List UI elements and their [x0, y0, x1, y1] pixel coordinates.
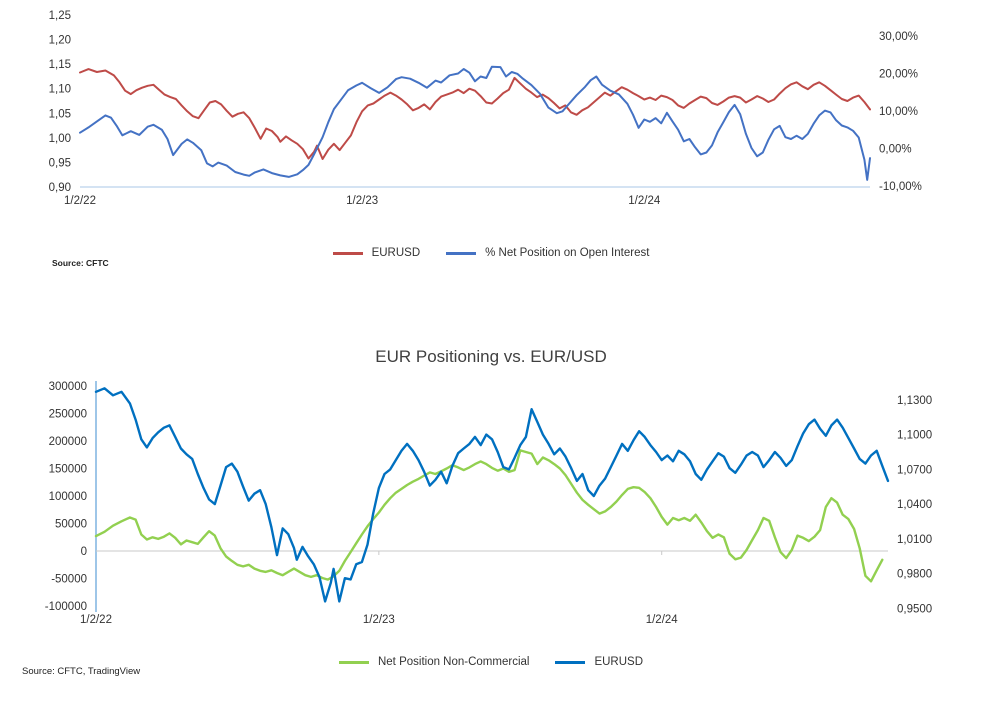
series-line [94, 449, 884, 583]
legend-label: EURUSD [371, 247, 421, 259]
source-note-bottom: Source: CFTC, TradingView [22, 666, 141, 677]
left-axis-tick-label: 1,10 [49, 84, 71, 96]
x-axis-tick-label: 1/2/23 [346, 195, 378, 207]
left-axis-tick-label: 1,05 [49, 108, 71, 120]
right-axis-tick-label: 1,1300 [897, 395, 932, 407]
legend-swatch [555, 660, 586, 664]
right-axis-tick-label: 0,00% [879, 143, 912, 155]
left-axis-tick-label: 100000 [49, 491, 87, 503]
legend-item: Net Position Non-Commercial [338, 656, 530, 668]
legend-swatch [332, 251, 363, 255]
left-axis-tick-label: 1,25 [49, 10, 71, 22]
left-axis-tick-label: 200000 [49, 436, 87, 448]
left-axis-tick-label: 0,95 [49, 157, 71, 169]
x-axis-tick-label: 1/2/23 [363, 614, 395, 626]
right-axis-tick-label: 1,0100 [897, 534, 932, 546]
left-axis-tick-label: -100000 [45, 601, 87, 613]
legend-item: EURUSD [555, 656, 643, 668]
legend-swatch [446, 251, 477, 255]
left-axis-tick-label: 0 [81, 546, 87, 558]
x-axis-tick-label: 1/2/22 [80, 614, 112, 626]
legend-label: Net Position Non-Commercial [377, 656, 530, 668]
chart-title: EUR Positioning vs. EUR/USD [375, 347, 607, 366]
source-note-top: Source: CFTC [52, 258, 109, 268]
right-axis-tick-label: -10,00% [879, 181, 922, 193]
series-line [94, 387, 890, 603]
left-axis-tick-label: 1,00 [49, 133, 71, 145]
legend-swatch [338, 660, 369, 664]
right-axis-tick-label: 10,00% [879, 106, 918, 118]
left-axis-tick-label: 0,90 [49, 182, 71, 194]
series-line [79, 68, 871, 160]
right-axis-tick-label: 1,0400 [897, 499, 932, 511]
legend-label: EURUSD [594, 656, 644, 668]
right-axis-tick-label: 1,0700 [897, 464, 932, 476]
left-axis-tick-label: 1,20 [49, 35, 71, 47]
legend-label: % Net Position on Open Interest [485, 247, 650, 259]
left-axis-tick-label: 1,15 [49, 59, 71, 71]
left-axis-tick-label: 150000 [49, 464, 87, 476]
legend-item: % Net Position on Open Interest [446, 247, 649, 259]
left-axis-tick-label: 300000 [49, 381, 87, 393]
right-axis-tick-label: 30,00% [879, 31, 918, 43]
right-axis-tick-label: 0,9800 [897, 569, 932, 581]
legend-bottom: Net Position Non-Commercial EURUSD [0, 656, 982, 668]
right-axis-tick-label: 0,9500 [897, 603, 932, 615]
left-axis-tick-label: 50000 [55, 519, 87, 531]
x-axis-tick-label: 1/2/24 [646, 614, 679, 626]
series-line [79, 65, 871, 181]
legend-item: EURUSD [332, 247, 421, 259]
right-axis-tick-label: 1,1000 [897, 430, 932, 442]
right-axis-tick-label: 20,00% [879, 68, 918, 80]
x-axis-tick-label: 1/2/22 [64, 195, 96, 207]
left-axis-tick-label: -50000 [51, 574, 87, 586]
legend-top: EURUSD % Net Position on Open Interest [0, 247, 982, 259]
x-axis-tick-label: 1/2/24 [628, 195, 661, 207]
left-axis-tick-label: 250000 [49, 409, 87, 421]
